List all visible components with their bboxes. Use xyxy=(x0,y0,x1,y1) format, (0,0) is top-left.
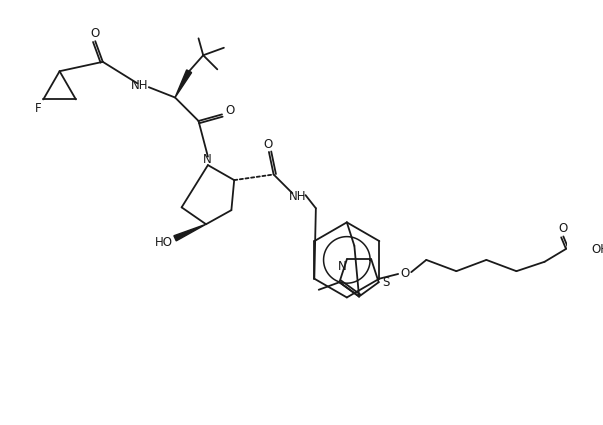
Text: N: N xyxy=(203,153,211,166)
Text: O: O xyxy=(225,104,234,117)
Text: O: O xyxy=(400,267,409,280)
Polygon shape xyxy=(174,224,206,241)
Text: N: N xyxy=(338,260,347,273)
Text: OH: OH xyxy=(591,243,603,256)
Text: O: O xyxy=(264,138,273,151)
Text: HO: HO xyxy=(155,235,173,249)
Text: NH: NH xyxy=(131,79,148,92)
Text: O: O xyxy=(90,27,100,40)
Text: F: F xyxy=(36,102,42,115)
Text: S: S xyxy=(382,276,390,289)
Text: O: O xyxy=(559,222,568,235)
Polygon shape xyxy=(175,70,192,97)
Text: NH: NH xyxy=(289,190,307,203)
